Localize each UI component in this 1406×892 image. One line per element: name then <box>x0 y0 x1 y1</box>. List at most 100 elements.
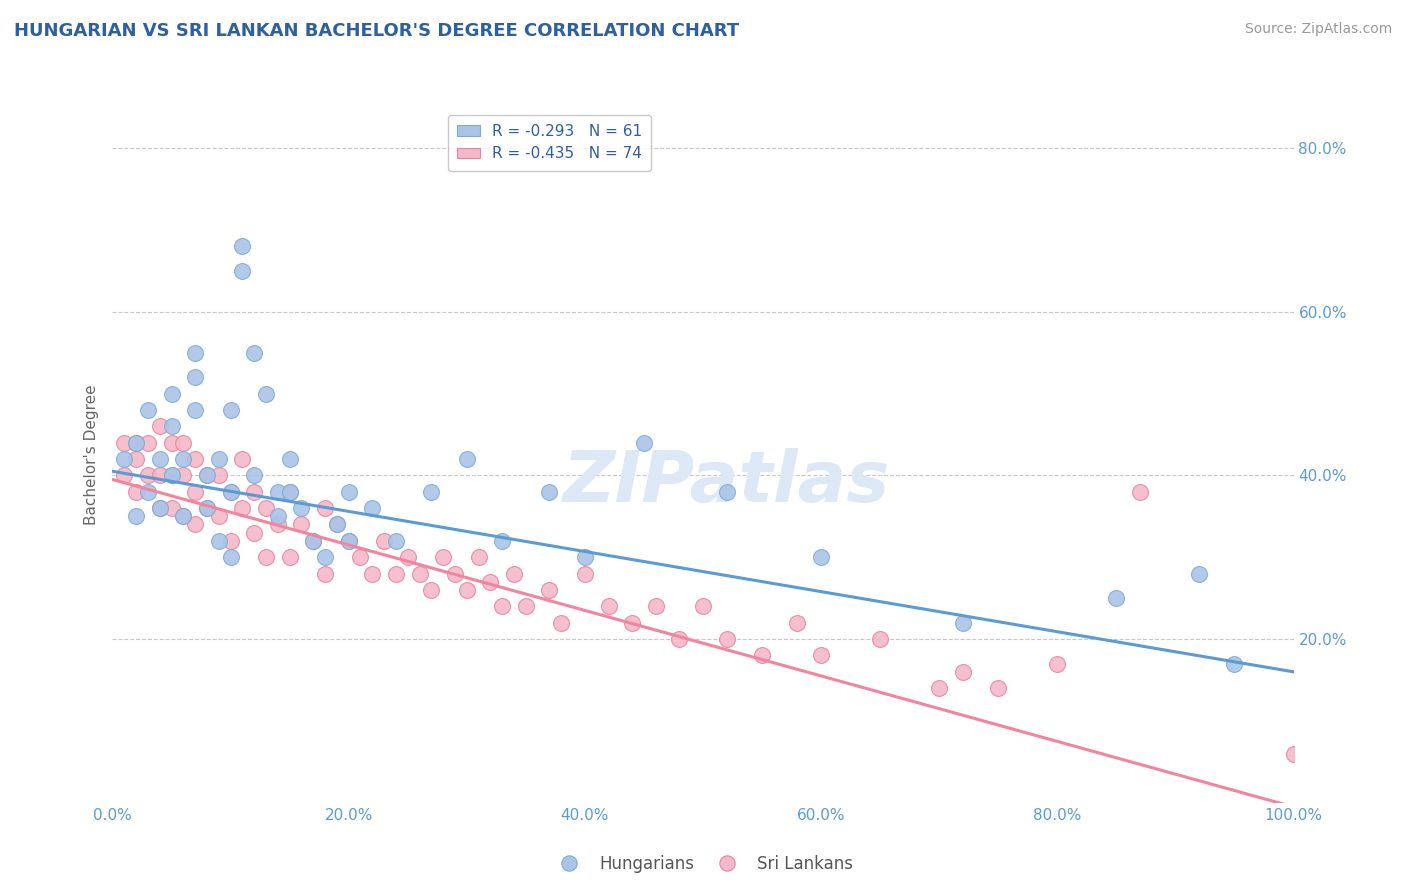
Point <box>361 566 384 581</box>
Point <box>160 386 183 401</box>
Legend: Hungarians, Sri Lankans: Hungarians, Sri Lankans <box>546 848 860 880</box>
Point <box>243 525 266 540</box>
Point <box>952 615 974 630</box>
Point <box>219 484 242 499</box>
Point <box>184 403 207 417</box>
Point <box>987 681 1010 696</box>
Point <box>267 484 290 499</box>
Point <box>160 501 183 516</box>
Point <box>125 435 148 450</box>
Point <box>385 533 408 548</box>
Text: Source: ZipAtlas.com: Source: ZipAtlas.com <box>1244 22 1392 37</box>
Point <box>125 435 148 450</box>
Point <box>290 501 312 516</box>
Point <box>349 550 371 565</box>
Point <box>385 566 408 581</box>
Point <box>515 599 537 614</box>
Point <box>195 468 218 483</box>
Point <box>184 370 207 384</box>
Point <box>254 501 277 516</box>
Point <box>491 533 513 548</box>
Point <box>219 403 242 417</box>
Point <box>598 599 620 614</box>
Point <box>254 550 277 565</box>
Point <box>1223 657 1246 671</box>
Point <box>420 484 443 499</box>
Point <box>149 468 172 483</box>
Point <box>136 403 159 417</box>
Point <box>231 501 253 516</box>
Point <box>692 599 714 614</box>
Point <box>716 632 738 646</box>
Point <box>503 566 526 581</box>
Point <box>267 509 290 524</box>
Point <box>160 468 183 483</box>
Point <box>219 533 242 548</box>
Point <box>254 386 277 401</box>
Point <box>243 484 266 499</box>
Point <box>243 345 266 359</box>
Point <box>550 615 572 630</box>
Point <box>396 550 419 565</box>
Point <box>1046 657 1069 671</box>
Point <box>125 484 148 499</box>
Point <box>491 599 513 614</box>
Point <box>574 566 596 581</box>
Point <box>337 533 360 548</box>
Point <box>408 566 430 581</box>
Point <box>184 484 207 499</box>
Point <box>172 468 194 483</box>
Point <box>172 452 194 467</box>
Point <box>373 533 395 548</box>
Point <box>290 517 312 532</box>
Point <box>302 533 325 548</box>
Point <box>314 566 336 581</box>
Point <box>112 452 135 467</box>
Point <box>136 435 159 450</box>
Point <box>208 468 231 483</box>
Point <box>1282 747 1305 761</box>
Point <box>928 681 950 696</box>
Point <box>644 599 666 614</box>
Point <box>231 239 253 253</box>
Point <box>668 632 690 646</box>
Point <box>326 517 349 532</box>
Point <box>361 501 384 516</box>
Point <box>231 452 253 467</box>
Point <box>456 452 478 467</box>
Point <box>952 665 974 679</box>
Point <box>314 501 336 516</box>
Point <box>810 550 832 565</box>
Point <box>195 501 218 516</box>
Point <box>136 484 159 499</box>
Point <box>1188 566 1211 581</box>
Point <box>538 582 561 597</box>
Point <box>716 484 738 499</box>
Point <box>172 509 194 524</box>
Point <box>149 419 172 434</box>
Point <box>1105 591 1128 606</box>
Point <box>810 648 832 663</box>
Point <box>420 582 443 597</box>
Point <box>149 501 172 516</box>
Point <box>208 452 231 467</box>
Point <box>278 484 301 499</box>
Point <box>1129 484 1152 499</box>
Point <box>278 452 301 467</box>
Point <box>231 264 253 278</box>
Point <box>456 582 478 597</box>
Point <box>869 632 891 646</box>
Point <box>125 509 148 524</box>
Point <box>444 566 467 581</box>
Point <box>149 452 172 467</box>
Point <box>786 615 808 630</box>
Point <box>751 648 773 663</box>
Point <box>278 484 301 499</box>
Point <box>574 550 596 565</box>
Point <box>479 574 502 589</box>
Point <box>314 550 336 565</box>
Point <box>243 468 266 483</box>
Point <box>219 550 242 565</box>
Point <box>149 501 172 516</box>
Point <box>184 452 207 467</box>
